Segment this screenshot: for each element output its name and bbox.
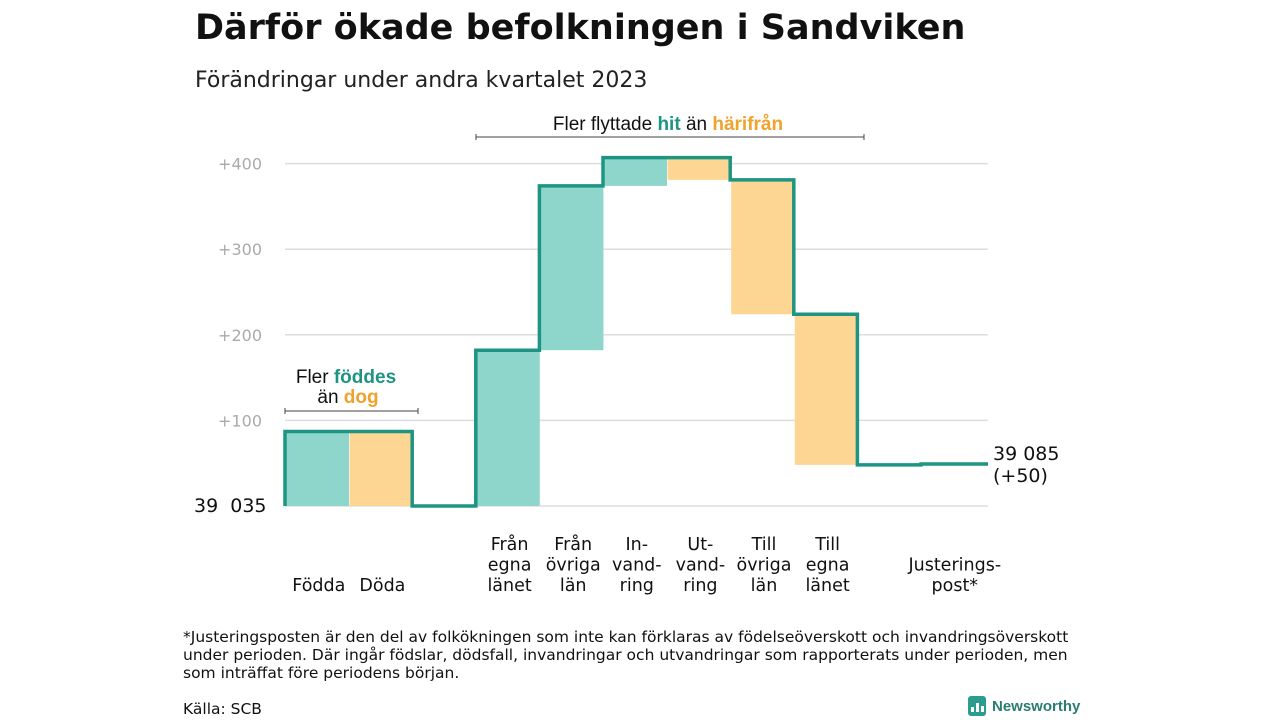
waterfall-bar xyxy=(794,314,858,465)
waterfall-bar xyxy=(731,179,795,315)
category-label: länet xyxy=(487,576,531,596)
category-label: vand- xyxy=(612,556,662,576)
category-label: övriga xyxy=(546,556,601,576)
category-label: Döda xyxy=(359,576,405,596)
annotation-migration-highlight2: härifrån xyxy=(712,114,783,135)
ytick-label: +100 xyxy=(218,411,262,430)
end-value-label: 39 085 (+50) xyxy=(993,443,1066,487)
waterfall-bar xyxy=(476,350,540,506)
waterfall-bar xyxy=(540,185,604,351)
annotation-migration: Fler flyttade hit än härifrån xyxy=(475,114,865,140)
svg-text:Fler flyttade hit: Fler flyttade hit än härifrån xyxy=(553,114,783,135)
category-label: egna xyxy=(488,556,532,576)
ytick-label: +400 xyxy=(218,155,262,174)
chart-subtitle: Förändringar under andra kvartalet 2023 xyxy=(195,68,648,93)
cumulative-step-line xyxy=(283,155,988,508)
end-value: 39 085 xyxy=(993,443,1059,465)
waterfall-bar xyxy=(349,431,413,506)
annotation-migration-highlight1: hit xyxy=(657,114,681,135)
svg-text:Fler föddes: Fler föddes xyxy=(296,367,396,388)
brand-logo[interactable]: Newsworthy xyxy=(968,696,1080,716)
bar-chart-icon xyxy=(968,696,986,716)
category-label: Från xyxy=(491,534,529,555)
annotation-births-highlight2: dog xyxy=(344,387,379,408)
category-label: In- xyxy=(626,535,649,555)
category-label: egna xyxy=(806,556,850,576)
category-label: ring xyxy=(620,576,654,596)
waterfall-bar xyxy=(604,157,667,186)
category-label: Till xyxy=(751,535,777,555)
category-label: Till xyxy=(814,535,840,555)
category-label: vand- xyxy=(676,556,726,576)
annotation-births-mid: än xyxy=(317,387,338,408)
ytick-label: +300 xyxy=(218,240,262,259)
start-value-label: 39 035 xyxy=(194,495,267,517)
waterfall-bar xyxy=(286,431,349,506)
annotation-births-bracket xyxy=(284,408,419,414)
category-labels: Födda DödaFrånegnalänetFrånövrigalänIn-va… xyxy=(292,534,1001,596)
ytick-labels: +100 +200 +300 +400 xyxy=(218,155,262,431)
annotation-births-prefix: Fler xyxy=(296,367,329,388)
source-credit: Källa: SCB xyxy=(183,700,262,718)
bars xyxy=(286,157,985,506)
annotation-migration-bracket xyxy=(475,134,865,140)
category-label: Födda xyxy=(292,576,345,596)
annotation-migration-prefix: Fler flyttade xyxy=(553,114,652,135)
footnote: *Justeringsposten är den del av folkökni… xyxy=(183,628,1069,682)
annotation-births-highlight1: föddes xyxy=(334,367,396,388)
category-label: ring xyxy=(683,576,717,596)
ytick-label: +200 xyxy=(218,326,262,345)
chart-title: Därför ökade befolkningen i Sandviken xyxy=(195,8,966,48)
brand-name: Newsworthy xyxy=(992,697,1081,715)
category-label: län xyxy=(751,576,778,596)
category-label: post* xyxy=(932,576,979,596)
category-label: Ut- xyxy=(687,535,713,555)
annotation-births: Fler föddes än dog xyxy=(284,367,419,414)
category-label: län xyxy=(560,576,587,596)
annotation-migration-mid: än xyxy=(686,114,707,135)
category-label: Från xyxy=(554,534,592,555)
category-label: länet xyxy=(805,576,849,596)
end-change: (+50) xyxy=(993,465,1048,487)
category-label: Justerings- xyxy=(907,556,1001,576)
waterfall-bar xyxy=(667,157,731,180)
category-label: övriga xyxy=(737,556,792,576)
svg-text:än dog: än dog xyxy=(317,387,378,408)
